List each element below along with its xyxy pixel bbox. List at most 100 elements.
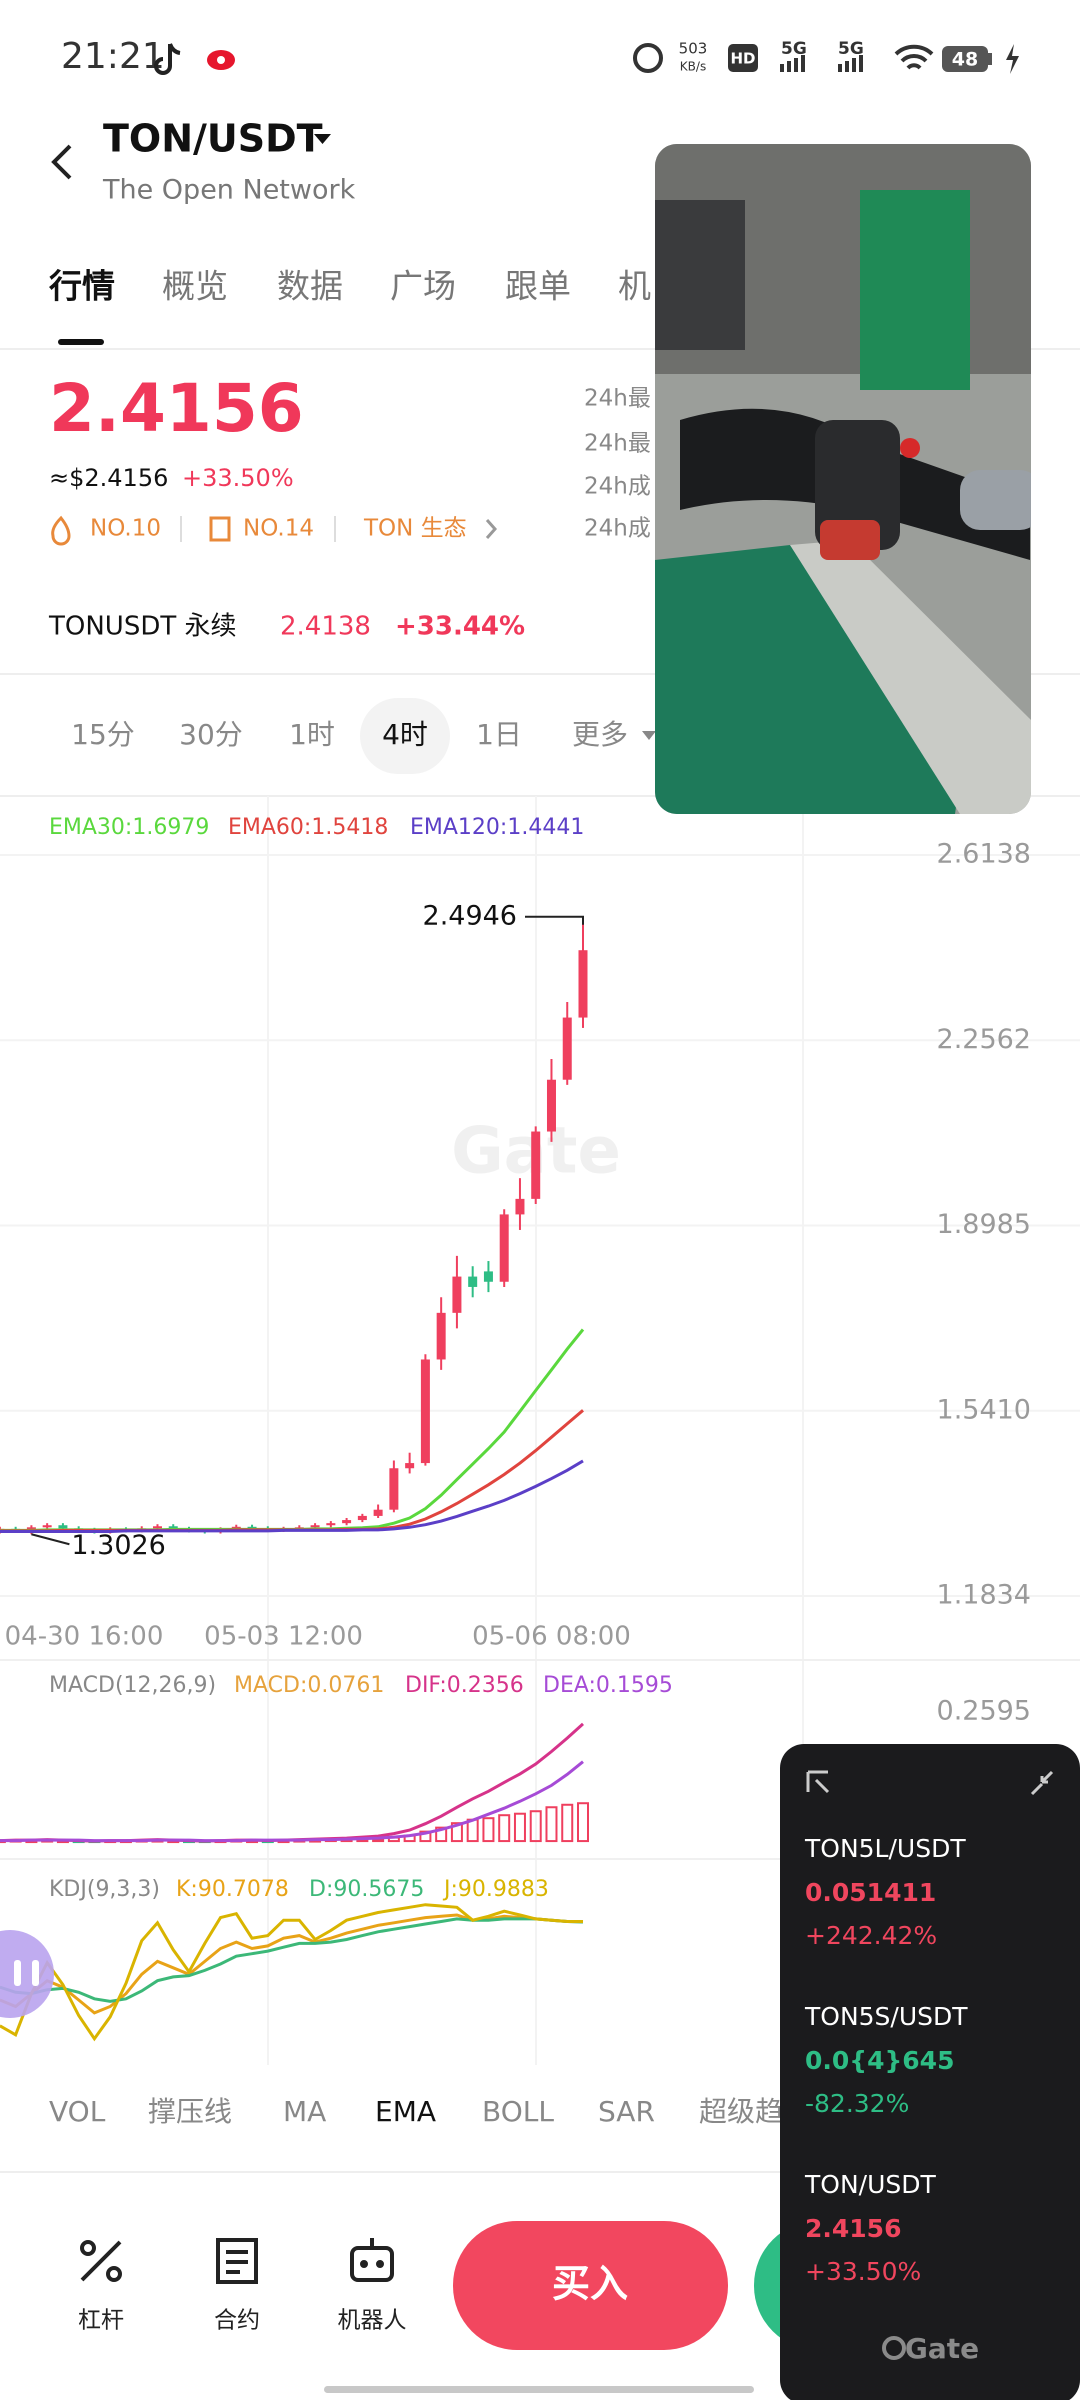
chart: 2.6138 2.2562 1.8985 1.5410 1.1834 04-30 16:0… — [0, 815, 1080, 2042]
chevron — [485, 519, 498, 539]
interval[interactable]: 1时 — [289, 718, 335, 751]
tab[interactable]: 跟单 — [505, 267, 571, 306]
tab[interactable]: 概览 — [162, 267, 228, 306]
candle-body — [531, 1131, 541, 1199]
candle-body — [310, 1525, 320, 1528]
charging-icon — [1006, 44, 1019, 74]
stat-label: 24h最 — [584, 386, 651, 412]
legend-entry: EMA30:1.6979 — [49, 815, 209, 840]
indicator-tab[interactable]: BOLL — [482, 2095, 554, 2128]
candle-body — [42, 1525, 52, 1528]
legend-entry: K:90.7078 — [176, 1877, 289, 1902]
buy-label[interactable]: 买入 — [552, 2262, 628, 2306]
indicator-tab[interactable]: EMA — [375, 2095, 436, 2128]
widget-change: +33.50% — [805, 2257, 921, 2286]
macd-line — [0, 1760, 584, 1843]
network-label: 5G — [781, 39, 807, 59]
tabs: 行情 概览 数据 广场 跟单 机 — [48, 267, 651, 306]
widget-open-icon[interactable] — [806, 1770, 830, 1794]
hd-label: HD — [730, 50, 755, 68]
interval-highlight — [360, 698, 450, 774]
action-label[interactable]: 机器人 — [338, 2308, 407, 2334]
indicator-tab[interactable]: SAR — [598, 2095, 655, 2128]
indicator-tab[interactable]: 撑压线 — [148, 2095, 232, 2128]
candle-body — [499, 1214, 509, 1282]
candle-body — [468, 1276, 478, 1287]
candle-body — [546, 1079, 556, 1132]
indicator-tab[interactable]: MA — [283, 2095, 326, 2128]
interval[interactable]: 30分 — [179, 718, 243, 751]
widget-change: -82.32% — [805, 2089, 909, 2118]
perp-name[interactable]: TONUSDT 永续 — [48, 612, 237, 642]
tab[interactable]: 数据 — [277, 267, 343, 306]
interval[interactable]: 更多 — [572, 718, 628, 751]
pair-dropdown[interactable] — [314, 134, 331, 144]
interval[interactable]: 15分 — [71, 718, 135, 751]
y-tick-label: 0.2595 — [937, 1696, 1031, 1727]
candle-body — [436, 1312, 446, 1360]
assistant-eye — [32, 1960, 39, 1986]
back-button[interactable] — [51, 144, 72, 180]
legend-entry: D:90.5675 — [309, 1877, 424, 1902]
kdj-line — [0, 1917, 584, 2003]
signal-bars — [780, 55, 805, 72]
tab[interactable]: 机 — [618, 267, 651, 306]
buy-button[interactable] — [453, 2221, 728, 2350]
candle-body — [342, 1520, 352, 1524]
legend-entry: MACD:0.0761 — [234, 1673, 384, 1698]
assistant-bubble[interactable] — [0, 1930, 54, 2018]
candle-body — [578, 950, 588, 1018]
interval[interactable]: 1日 — [476, 718, 522, 751]
video-overlay[interactable] — [655, 144, 1040, 814]
hot-icon — [51, 515, 71, 546]
widget-pair[interactable]: TON5L/USDT — [804, 1834, 966, 1863]
high-marker-label: 2.4946 — [423, 900, 517, 931]
y-tick-label: 1.1834 — [937, 1580, 1031, 1611]
candle-body — [405, 1463, 415, 1469]
kdj-line — [0, 1903, 583, 2042]
assistant-eye — [14, 1960, 21, 1986]
hot-rank[interactable]: NO.10 — [90, 516, 161, 542]
cap-rank[interactable]: NO.14 — [243, 516, 314, 542]
contract-icon[interactable] — [216, 2238, 258, 2284]
action-label[interactable]: 杠杆 — [78, 2308, 124, 2334]
candle-body — [452, 1276, 462, 1313]
status-bar: 21:21 503 KB/s HD 5G 5G 48 — [61, 36, 1019, 77]
interval[interactable]: 4时 — [382, 718, 428, 751]
stats: 24h最 24h最 24h成 24h成 — [584, 386, 651, 542]
battery-cap — [988, 53, 992, 65]
widget-collapse-icon[interactable] — [1030, 1770, 1054, 1796]
indicator-tab[interactable]: VOL — [49, 2095, 106, 2128]
pair-title[interactable]: TON/USDT — [103, 117, 323, 161]
candle-body — [58, 1525, 68, 1529]
app-icon — [154, 43, 181, 75]
clock: 21:21 — [61, 36, 165, 77]
low-marker-label: 1.3026 — [71, 1530, 165, 1561]
wifi-icon — [894, 44, 934, 70]
battery — [942, 46, 988, 72]
app-icon-eye — [217, 56, 225, 64]
last-price: 2.4156 — [49, 370, 304, 447]
cap-icon — [209, 516, 231, 542]
widget-pair[interactable]: TON5S/USDT — [804, 2002, 968, 2031]
candle-body — [483, 1271, 493, 1282]
intervals: 15分 30分 1时 4时 1日 更多 — [71, 698, 656, 774]
indicator-tab[interactable]: 超级趋 — [699, 2095, 783, 2128]
ecosystem[interactable]: TON 生态 — [363, 516, 467, 542]
widget-pair[interactable]: TON/USDT — [804, 2170, 936, 2199]
net-speed-unit: KB/s — [680, 60, 706, 74]
tab[interactable]: 广场 — [390, 267, 456, 306]
robot-icon[interactable] — [350, 2238, 394, 2282]
legend-entry: EMA60:1.5418 — [228, 815, 388, 840]
leverage-icon[interactable] — [80, 2240, 122, 2282]
tab[interactable]: 行情 — [48, 267, 115, 306]
battery-level: 48 — [952, 49, 978, 71]
candle-body — [373, 1509, 383, 1516]
usd-price: ≈$2.4156 — [49, 464, 168, 492]
panel-title: MACD(12,26,9) — [49, 1673, 216, 1698]
action-label[interactable]: 合约 — [214, 2308, 260, 2334]
interval-more-caret[interactable] — [642, 731, 656, 740]
macd-bar — [450, 1822, 463, 1843]
stat-label: 24h最 — [584, 431, 651, 457]
